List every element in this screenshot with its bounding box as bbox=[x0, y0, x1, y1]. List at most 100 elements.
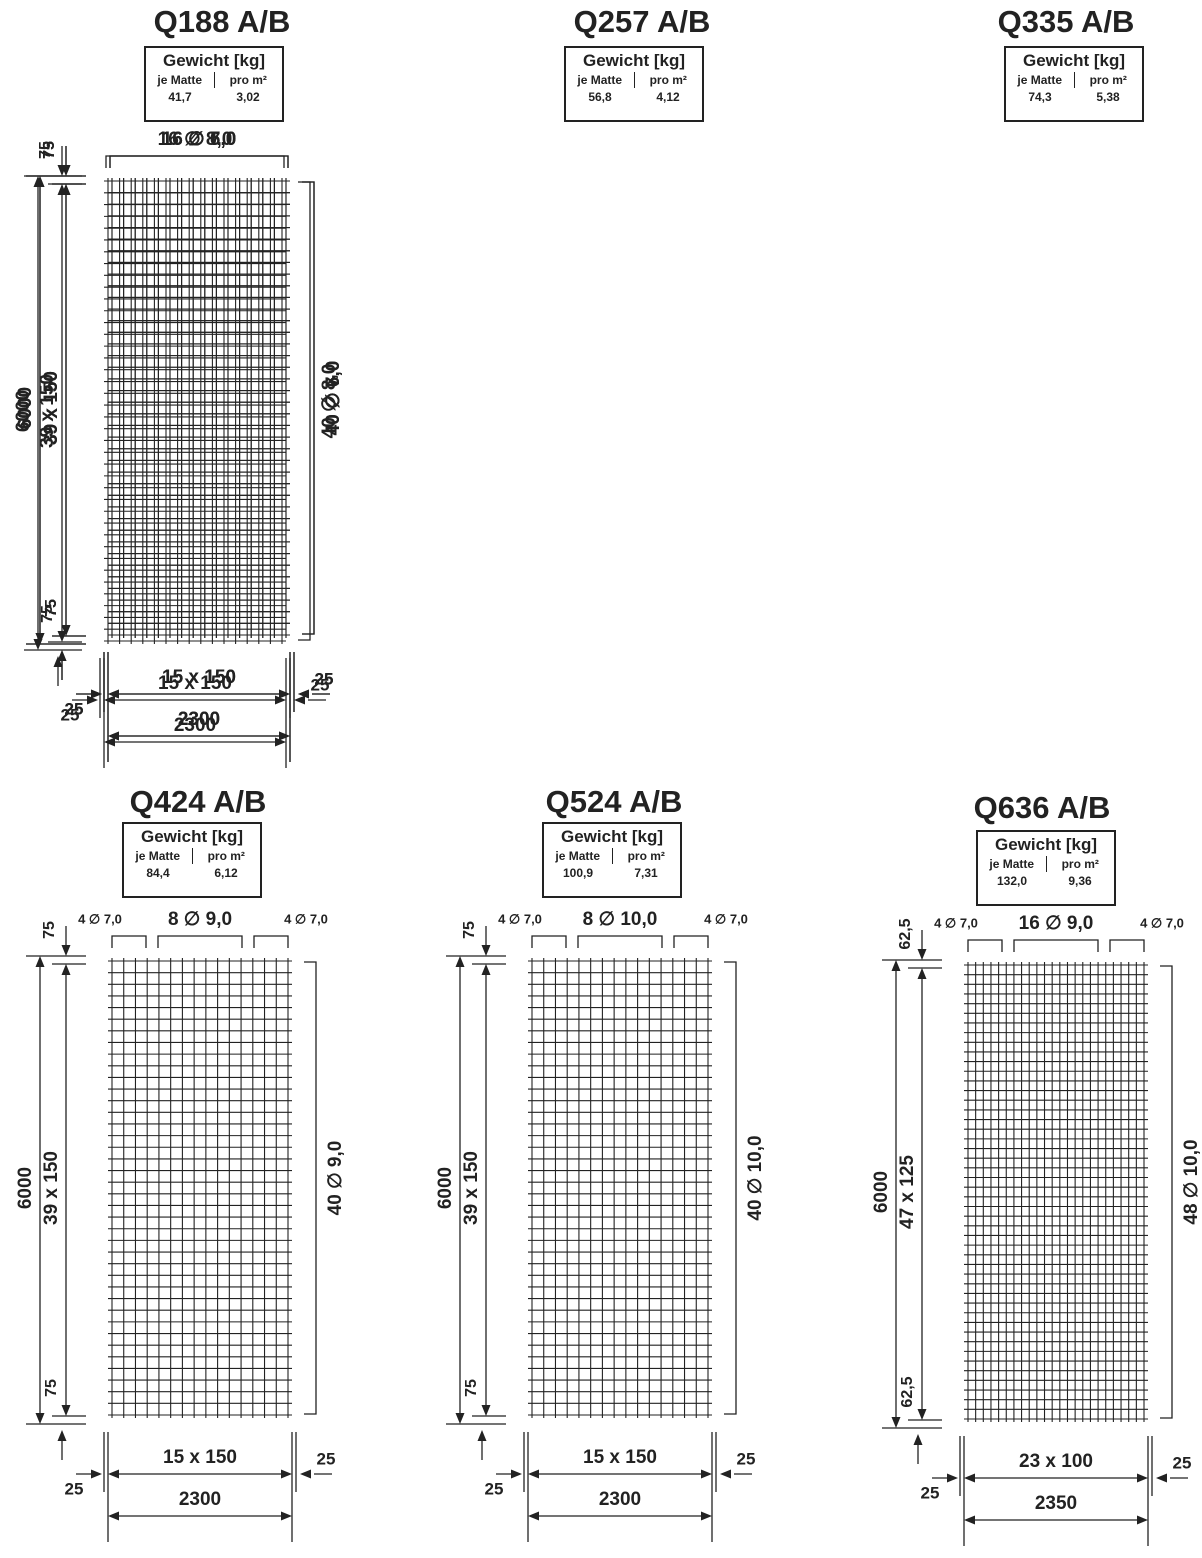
per-mat-label: je Matte bbox=[566, 72, 635, 88]
overhang-right-label: 25 bbox=[311, 675, 330, 694]
spacing-h-arrow-left bbox=[108, 1469, 119, 1479]
per-mat-label: je Matte bbox=[124, 848, 193, 864]
spacing-h-arrow-right bbox=[279, 689, 290, 699]
per-mat-label: je Matte bbox=[1006, 72, 1075, 88]
overhang-top-arrow bbox=[61, 945, 71, 956]
width-arrow-right bbox=[275, 737, 286, 747]
overhang-left-label: 25 bbox=[65, 699, 84, 718]
spacing-v-arrow-top bbox=[57, 184, 67, 195]
center-bars-bracket bbox=[1013, 939, 1099, 952]
side-bars-label: 40 ∅ 8,0 bbox=[319, 364, 340, 439]
spacing-v-label: 47 x 125 bbox=[897, 1155, 918, 1229]
per-m2-value: 6,12 bbox=[214, 866, 238, 880]
per-m2-value: 9,36 bbox=[1068, 874, 1092, 888]
per-m2-label: pro m² bbox=[1089, 73, 1127, 87]
spacing-h-arrow-right bbox=[701, 1469, 712, 1479]
spacing-h-label: 15 x 150 bbox=[163, 1447, 237, 1468]
spacing-h-arrow-right bbox=[275, 695, 286, 705]
mesh-panel-q424: Q424 A/B Gewicht [kg] je Matte pro m² 84… bbox=[0, 782, 398, 1558]
weight-header: Gewicht [kg] bbox=[1022, 51, 1125, 70]
length-arrow-top bbox=[35, 956, 45, 967]
overhang-left-arrow bbox=[511, 1469, 522, 1479]
center-bars-label: 8 ∅ 9,0 bbox=[168, 909, 232, 930]
per-m2-value: 3,02 bbox=[236, 90, 260, 104]
per-mat-value: 56,8 bbox=[588, 90, 612, 104]
edge-bars-bracket-right bbox=[253, 935, 289, 948]
per-mat-value: 84,4 bbox=[146, 866, 170, 880]
per-mat-value: 74,3 bbox=[1028, 90, 1052, 104]
weight-box: Gewicht [kg] je Matte pro m² 41,7 3,02 bbox=[144, 46, 284, 122]
side-bars-label: 40 ∅ 9,0 bbox=[325, 1141, 346, 1216]
overhang-top-label: 75 bbox=[41, 141, 58, 159]
overhang-top-arrow bbox=[57, 165, 67, 176]
mesh-panel-q636: Q636 A/B Gewicht [kg] je Matte pro m² 13… bbox=[842, 782, 1202, 1558]
edge-bars-label-left: 4 ∅ 7,0 bbox=[934, 915, 978, 930]
width-label: 2300 bbox=[179, 1489, 221, 1510]
overhang-left-label: 25 bbox=[921, 1483, 940, 1502]
side-bars-label: 48 ∅ 10,0 bbox=[1181, 1139, 1202, 1224]
width-arrow-right bbox=[279, 731, 290, 741]
spacing-v-label: 39 x 150 bbox=[41, 371, 62, 445]
overhang-left-arrow bbox=[947, 1473, 958, 1483]
overhang-right-label: 25 bbox=[1173, 1453, 1192, 1472]
side-bars-bracket bbox=[724, 961, 737, 1415]
weight-header: Gewicht [kg] bbox=[162, 51, 265, 70]
weight-header: Gewicht [kg] bbox=[140, 827, 243, 846]
spacing-v-arrow-bottom bbox=[917, 1409, 927, 1420]
length-arrow-bottom bbox=[455, 1413, 465, 1424]
edge-bars-label-right: 4 ∅ 7,0 bbox=[284, 911, 328, 926]
spacing-v-arrow-bottom bbox=[57, 631, 67, 642]
overhang-right-label: 25 bbox=[315, 669, 334, 688]
length-label: 6000 bbox=[435, 1167, 456, 1209]
per-mat-value: 100,9 bbox=[562, 866, 594, 880]
per-m2-label: pro m² bbox=[229, 73, 267, 87]
overhang-right-label: 25 bbox=[315, 669, 334, 688]
overhang-right-label: 25 bbox=[737, 1449, 756, 1468]
side-bars-label: 40 ∅ 10,0 bbox=[745, 1135, 766, 1220]
per-m2-label: pro m² bbox=[649, 73, 687, 87]
top-bars-label: 16 ∅ 7,0 bbox=[162, 129, 237, 150]
width-arrow-right bbox=[701, 1511, 712, 1521]
overhang-right-arrow bbox=[298, 689, 309, 699]
center-bars-bracket bbox=[157, 935, 243, 948]
overhang-bottom-label: 75 bbox=[43, 1379, 60, 1397]
width-arrow-right bbox=[1137, 1515, 1148, 1525]
per-mat-value: 41,7 bbox=[168, 90, 192, 104]
mesh-panel-q257: Q257 A/B Gewicht [kg] je Matte pro m² 56… bbox=[15, 2, 842, 778]
length-label: 6000 bbox=[15, 387, 36, 429]
overhang-bottom-label: 62,5 bbox=[899, 1376, 916, 1407]
length-arrow-bottom bbox=[35, 1413, 45, 1424]
per-mat-label: je Matte bbox=[146, 72, 215, 88]
side-bars-bracket bbox=[298, 181, 311, 641]
per-m2-value: 7,31 bbox=[634, 866, 658, 880]
spacing-h-label: 15 x 150 bbox=[158, 673, 232, 694]
width-arrow-left bbox=[108, 1511, 119, 1521]
weight-box: Gewicht [kg] je Matte pro m² 56,8 4,12 bbox=[564, 46, 704, 122]
overhang-right-arrow bbox=[720, 1469, 731, 1479]
edge-bars-bracket-right bbox=[1109, 939, 1145, 952]
overhang-left-arrow bbox=[87, 695, 98, 705]
overhang-bottom-label: 75 bbox=[39, 605, 56, 623]
mesh-grid bbox=[964, 962, 1148, 1422]
center-bars-label: 16 ∅ 9,0 bbox=[1019, 913, 1094, 934]
length-label: 6000 bbox=[15, 387, 36, 429]
width-arrow-left bbox=[104, 737, 115, 747]
mesh-panel-q335: Q335 A/B Gewicht [kg] je Matte pro m² 74… bbox=[13, 2, 1202, 778]
spacing-h-label: 15 x 150 bbox=[583, 1447, 657, 1468]
weight-box: Gewicht [kg] je Matte pro m² 100,9 7,31 bbox=[542, 822, 682, 898]
length-label: 6000 bbox=[13, 390, 34, 432]
overhang-top-label: 75 bbox=[41, 921, 58, 939]
overhang-top-label: 75 bbox=[37, 141, 54, 159]
edge-bars-bracket-right bbox=[673, 935, 709, 948]
per-mat-value: 132,0 bbox=[996, 874, 1028, 888]
overhang-left-up-arrow bbox=[913, 1434, 923, 1445]
spacing-h-arrow-left bbox=[528, 1469, 539, 1479]
overhang-left-label: 25 bbox=[65, 1479, 84, 1498]
width-label: 2350 bbox=[1035, 1493, 1077, 1514]
length-label: 6000 bbox=[871, 1171, 892, 1213]
per-m2-label: pro m² bbox=[207, 849, 245, 863]
overhang-left-up-arrow bbox=[477, 1430, 487, 1441]
per-mat-label: je Matte bbox=[978, 856, 1047, 872]
overhang-bottom-label: 75 bbox=[463, 1379, 480, 1397]
